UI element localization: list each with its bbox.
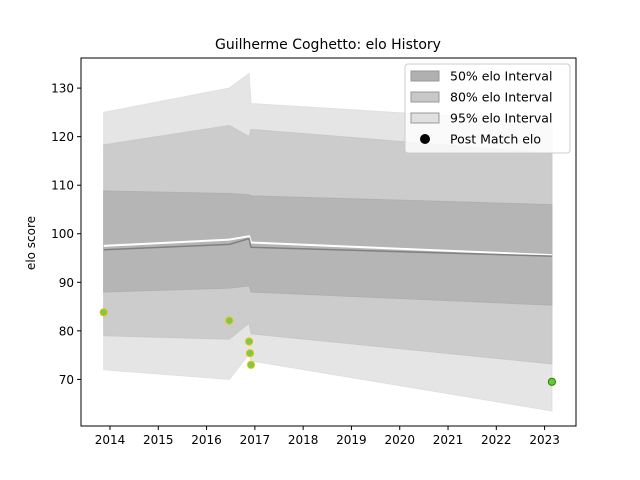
y-tick-label: 120 xyxy=(51,130,74,144)
y-axis-label: elo score xyxy=(24,216,38,270)
legend-swatch xyxy=(410,70,440,82)
legend-frame xyxy=(404,63,571,154)
post-match-point xyxy=(225,316,234,325)
legend: 50% elo Interval 80% elo Interval 95% elo … xyxy=(404,63,571,154)
x-tick-label: 2014 xyxy=(95,433,126,447)
x-tick-label: 2019 xyxy=(336,433,367,447)
plot-frame xyxy=(80,57,577,427)
y-tick-label: 100 xyxy=(51,227,74,241)
x-tick-label: 2022 xyxy=(481,433,512,447)
y-tick-label: 90 xyxy=(59,276,74,290)
post-match-point xyxy=(245,349,255,358)
x-tick-label: 2017 xyxy=(240,433,271,447)
y-tick-label: 70 xyxy=(59,373,74,387)
y-tick-label: 130 xyxy=(51,82,74,96)
legend-marker xyxy=(420,134,430,144)
post-match-point xyxy=(245,337,254,346)
y-tick-label: 110 xyxy=(51,179,74,193)
x-tick-label: 2021 xyxy=(433,433,464,447)
chart-title: Guilherme Coghetto: elo History xyxy=(215,37,441,53)
axis-ticks: 2014 2015 2016 2017 2018 2019 2020 2021 2022 2023… xyxy=(51,82,560,447)
x-tick-label: 2023 xyxy=(529,433,560,447)
x-tick-label: 2015 xyxy=(143,433,174,447)
x-tick-label: 2020 xyxy=(384,433,415,447)
mean-elo-line xyxy=(103,237,552,257)
legend-label: Post Match elo xyxy=(450,132,541,147)
post-match-point xyxy=(246,360,256,369)
legend-label: 80% elo Interval xyxy=(450,90,552,105)
legend-swatch xyxy=(410,91,440,103)
legend-label: 95% elo Interval xyxy=(450,111,552,126)
x-tick-label: 2018 xyxy=(288,433,319,447)
upper-white-line xyxy=(103,235,552,257)
post-match-point xyxy=(99,308,108,317)
post-match-point xyxy=(547,377,557,386)
x-tick-label: 2016 xyxy=(191,433,222,447)
y-tick-label: 80 xyxy=(59,324,74,338)
legend-label: 50% elo Interval xyxy=(450,69,552,84)
plot-area xyxy=(99,72,557,412)
band-50-area xyxy=(103,190,553,306)
legend-swatch xyxy=(410,112,440,124)
